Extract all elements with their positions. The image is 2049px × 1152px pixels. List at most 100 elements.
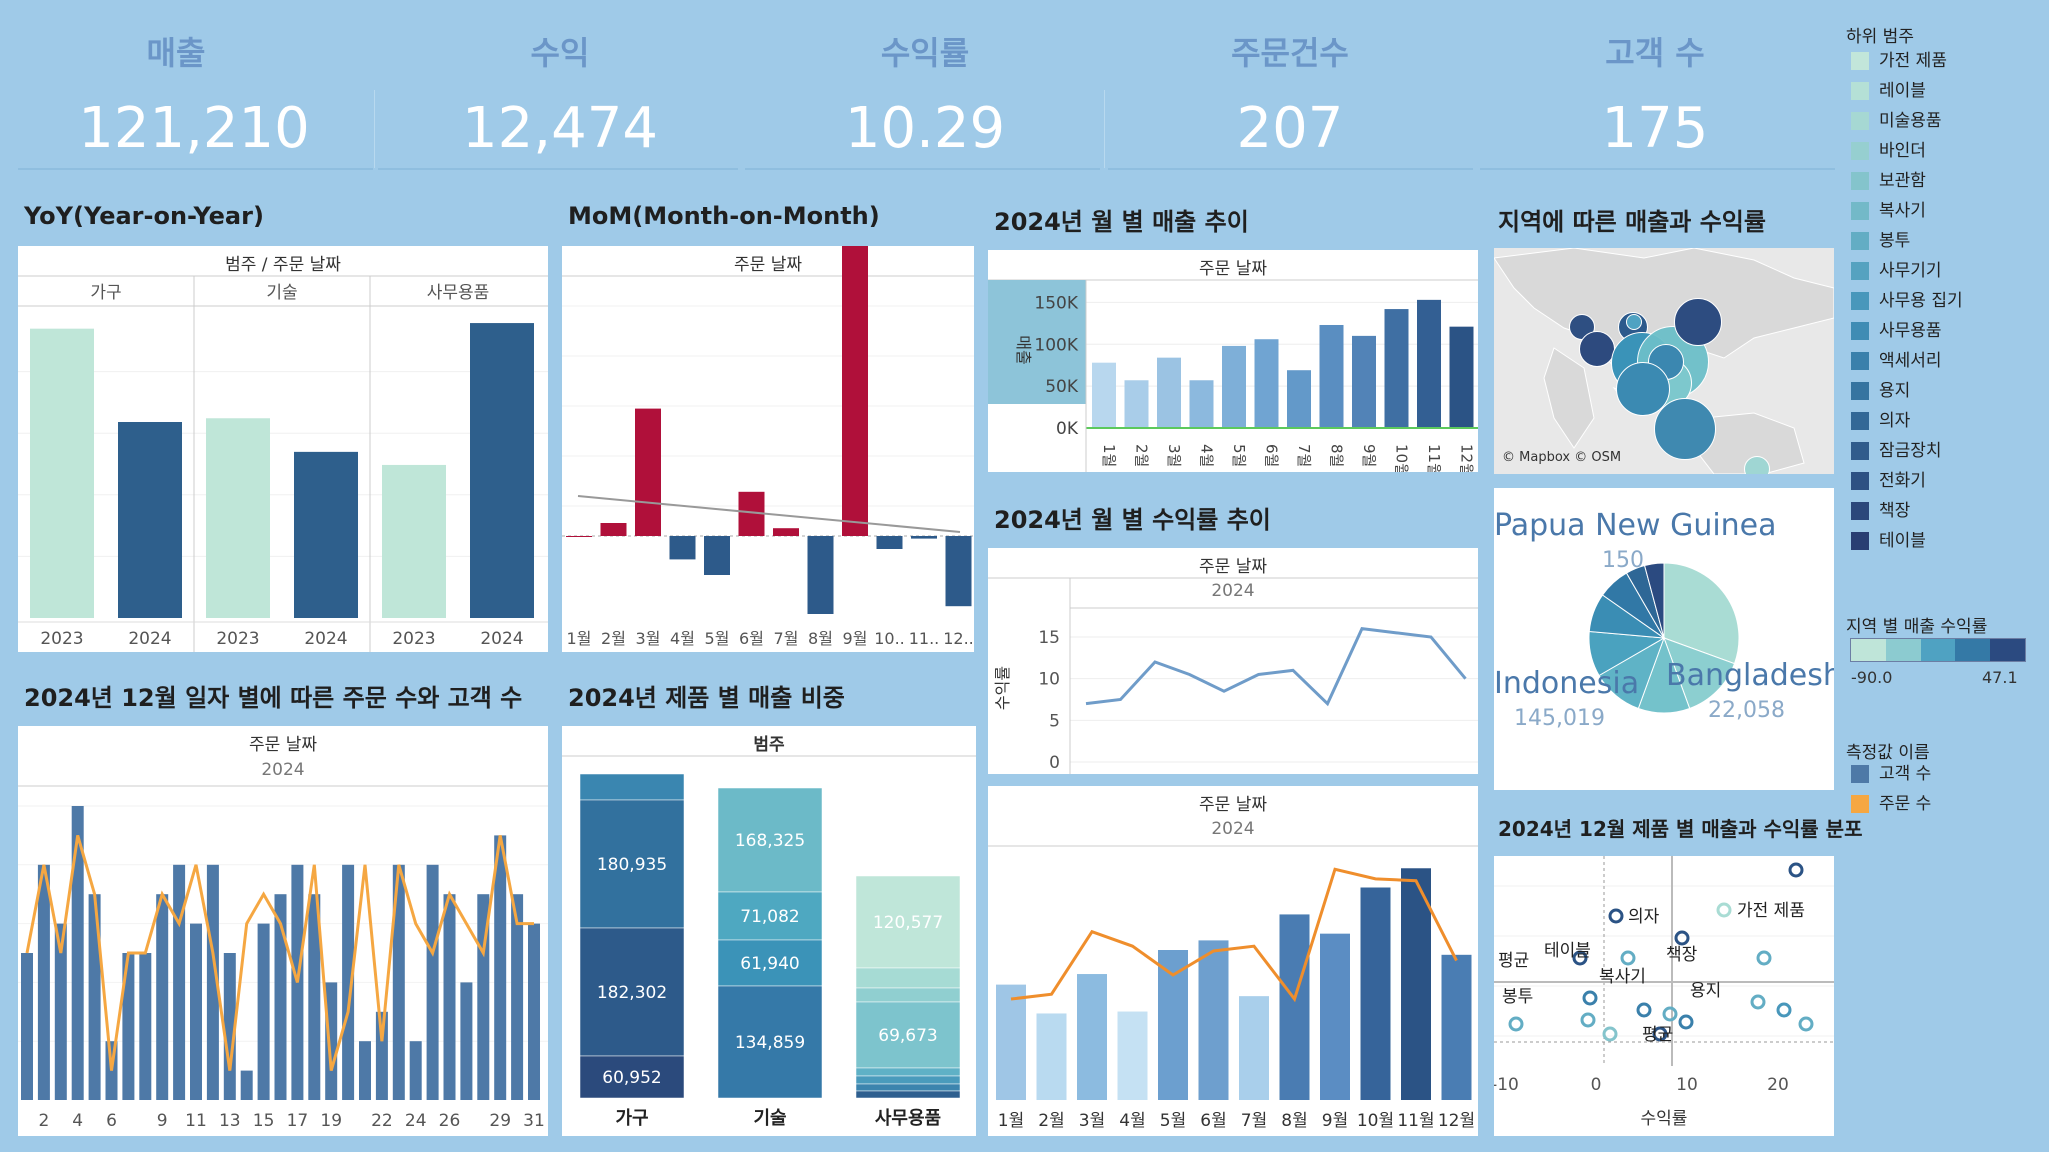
pie-slice [1663, 637, 1736, 710]
legend-subcategory-label: 의자 [1879, 411, 1911, 431]
map-marker[interactable] [1744, 456, 1770, 474]
legend-subcategory-item[interactable]: 봉투 [1851, 230, 1910, 252]
dec-tick-label: 24 [405, 1111, 427, 1131]
map-marker[interactable] [1569, 314, 1595, 340]
scatter-point [1602, 1026, 1618, 1042]
legend-measure-item[interactable]: 고객 수 [1851, 763, 1931, 785]
scatter-tick-label: 0 [1591, 1075, 1602, 1095]
legend-subcategory-label: 사무용품 [1879, 321, 1942, 341]
kpi-label-sales: 매출 [146, 34, 206, 72]
pie-label-name: Bangladesh [1666, 658, 1834, 693]
legend-measure-label: 고객 수 [1879, 764, 1932, 784]
pie-slice [1663, 562, 1740, 665]
sales-bar [1092, 362, 1116, 428]
sales-bar [1254, 339, 1279, 428]
region-map[interactable]: © Mapbox © OSM [1494, 248, 1834, 474]
section-title-dec-orders: 2024년 12월 일자 별에 따른 주문 수와 고객 수 [24, 684, 523, 712]
legend-subcategory-item[interactable]: 사무용품 [1851, 320, 1942, 342]
map-marker[interactable] [1616, 362, 1670, 416]
sales-tick-label: 9월 [1360, 444, 1378, 467]
mom-tick-label: 12.. [943, 629, 974, 648]
mom-bar [635, 408, 661, 536]
legend-subcategory-item[interactable]: 의자 [1851, 410, 1910, 432]
combo-tick-label: 4월 [1119, 1111, 1145, 1131]
mom-tick-label: 4월 [670, 629, 695, 648]
dec-bar [21, 953, 33, 1100]
yoy-group-label: 기술 [266, 283, 297, 303]
scatter-point-label: 평균 [1498, 951, 1529, 971]
sales-bar [1287, 370, 1311, 428]
dec-bar [494, 835, 507, 1100]
map-attribution: © Mapbox © OSM [1502, 450, 1622, 465]
dec-tick-label: 6 [106, 1111, 117, 1131]
product-category-label: 기술 [753, 1108, 786, 1129]
dec-bar [71, 806, 84, 1100]
scatter-point [1716, 902, 1732, 918]
mom-tick-label: 8월 [808, 629, 833, 648]
legend-subcategory-item[interactable]: 보관함 [1851, 170, 1926, 192]
pie-label-value: 145,019 [1514, 706, 1605, 731]
scatter-tick-label: 20 [1767, 1075, 1789, 1095]
yoy-chart: 가구 2023 2024 기술 2023 2024 사무용품 2023 2024 [18, 275, 548, 652]
legend-subcategory-item[interactable]: 전화기 [1851, 470, 1926, 492]
scatter-point [1662, 1006, 1678, 1022]
mom-bar [566, 536, 592, 537]
combo-tick-label: 9월 [1322, 1111, 1348, 1131]
legend-region-gradient[interactable] [1850, 638, 2026, 662]
product-category-label: 사무용품 [875, 1108, 941, 1129]
scatter-point-label: 의자 [1628, 907, 1660, 927]
dec-bar [173, 864, 186, 1100]
legend-subcategory-label: 보관함 [1879, 171, 1926, 191]
product-segment [855, 967, 961, 989]
scatter-xlabel: 수익률 [1641, 1109, 1688, 1129]
legend-subcategory-item[interactable]: 용지 [1851, 380, 1910, 402]
legend-subcategory-item[interactable]: 레이블 [1851, 80, 1926, 102]
legend-measure-item[interactable]: 주문 수 [1851, 793, 1931, 815]
legend-subcategory-item[interactable]: 사무용 집기 [1851, 290, 1963, 312]
map-marker[interactable] [1626, 314, 1642, 330]
legend-measure-title: 측정값 이름 [1846, 743, 1930, 763]
legend-subcategory-item[interactable]: 책장 [1851, 500, 1910, 522]
legend-subcategory-item[interactable]: 액세서리 [1851, 350, 1942, 372]
legend-subcategory-item[interactable]: 가전 제품 [1851, 50, 1947, 72]
sales-bar [1384, 309, 1409, 428]
section-title-yoy: YoY(Year-on-Year) [24, 202, 264, 230]
mom-bar [669, 536, 696, 560]
legend-subcategory-item[interactable]: 미술용품 [1851, 110, 1942, 132]
mom-tick-label: 7월 [774, 629, 799, 648]
legend-subcategory-item[interactable]: 복사기 [1851, 200, 1926, 222]
combo-bar [1401, 868, 1431, 1100]
mom-trend-line [577, 495, 961, 533]
product-segment [855, 1067, 961, 1077]
mom-bar [773, 528, 799, 536]
legend-subcategory-item[interactable]: 잠금장치 [1851, 440, 1942, 462]
region-pie [1588, 562, 1740, 714]
scatter-point [1776, 1002, 1792, 1018]
dec-tick-label: 31 [523, 1111, 545, 1131]
mom-bar [842, 246, 868, 537]
product-value-label: 60,952 [602, 1068, 661, 1088]
scatter-point [1572, 950, 1588, 966]
dec-bar [223, 953, 236, 1100]
legend-subcategory-item[interactable]: 사무기기 [1851, 260, 1942, 282]
sales-ytick: 150K [1034, 293, 1078, 313]
yoy-bar [382, 464, 446, 618]
combo-tick-label: 3월 [1079, 1111, 1105, 1131]
map-marker[interactable] [1579, 331, 1615, 367]
dec-bar [308, 894, 321, 1100]
mom-bar [807, 536, 834, 614]
sales-tick-label: 6월 [1263, 444, 1281, 467]
legend-swatch [1851, 292, 1869, 310]
map-marker[interactable] [1654, 398, 1716, 460]
legend-subcategory-item[interactable]: 테이블 [1851, 530, 1926, 552]
product-value-label: 134,859 [735, 1033, 805, 1053]
product-segment [855, 987, 961, 1003]
legend-subcategory-item[interactable]: 바인더 [1851, 140, 1926, 162]
map-marker[interactable] [1674, 298, 1722, 346]
yoy-header: 범주 / 주문 날짜 [225, 255, 341, 275]
kpi-label-customers: 고객 수 [1605, 34, 1705, 72]
legend-region-title: 지역 별 매출 수익률 [1846, 617, 1988, 637]
dec-bar [325, 982, 338, 1100]
legend-swatch [1851, 472, 1869, 490]
